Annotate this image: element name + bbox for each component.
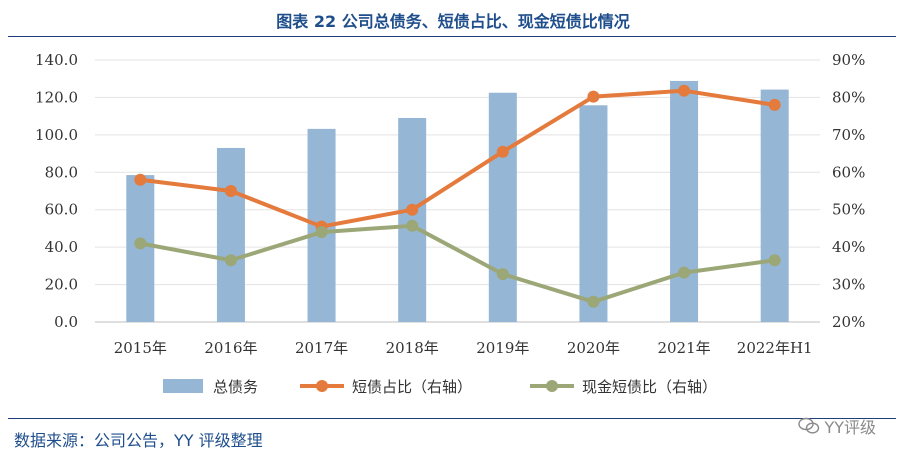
x-axis-tick-label: 2018年	[386, 339, 439, 357]
left-axis-tick-label: 60.0	[45, 201, 78, 219]
short-debt-ratio-point	[406, 203, 419, 216]
source-note: 数据来源：公司公告，YY 评级整理	[14, 431, 263, 450]
cash-short-debt-ratio-point	[587, 295, 600, 308]
line-series	[134, 84, 781, 308]
cash-short-debt-ratio-point	[768, 254, 781, 267]
left-axis-tick-label: 20.0	[45, 276, 78, 294]
footer-divider	[8, 418, 896, 419]
short-debt-ratio-point	[134, 173, 147, 186]
cash-short-debt-ratio-point	[134, 237, 147, 250]
cash-short-debt-ratio-point	[678, 266, 691, 279]
x-axis-tick-label: 2016年	[204, 339, 257, 357]
short-debt-ratio-point	[224, 185, 237, 197]
cash-short-debt-ratio-line	[139, 223, 775, 304]
short-debt-ratio-point	[496, 145, 509, 158]
short-debt-ratio-point	[768, 98, 781, 111]
left-axis-tick-label: 120.0	[35, 88, 78, 106]
right-axis-tick-label: 40%	[832, 238, 865, 256]
legend-label-short-debt-ratio: 短债占比（右轴）	[352, 378, 472, 396]
left-axis-tick-label: 0.0	[54, 313, 78, 331]
bar-series-total-debt	[126, 80, 789, 323]
right-axis-tick-label: 80%	[832, 88, 865, 106]
watermark: YY评级	[798, 414, 876, 438]
left-axis-tick-label: 100.0	[35, 126, 78, 144]
short-debt-ratio-point	[678, 84, 691, 97]
grid-lines	[95, 59, 820, 323]
x-axis-tick-label: 2017年	[295, 339, 348, 357]
cash-short-debt-ratio-point	[224, 254, 237, 267]
right-axis-tick-label: 30%	[832, 276, 865, 294]
short-debt-ratio-line	[140, 88, 775, 229]
right-axis-tick-label: 90%	[832, 51, 865, 69]
combo-chart: 0.0 20.0 40.0 60.0 80.0 100.0 120.0 140.0 20% 30%…	[35, 51, 865, 396]
cash-short-debt-ratio-point	[406, 219, 419, 232]
left-axis-tick-label: 80.0	[45, 163, 78, 181]
x-axis-tick-label: 2019年	[476, 339, 529, 357]
x-axis-tick-label: 2022年H1	[737, 339, 813, 357]
legend-label-total-debt: 总债务	[213, 378, 258, 396]
bar-total-debt	[488, 92, 517, 322]
legend-swatch-bar	[163, 379, 203, 393]
cash-short-debt-ratio-point	[315, 226, 328, 239]
x-axis-tick-label: 2020年	[567, 339, 620, 357]
legend: 总债务 短债占比（右轴） 现金短债比（右轴）	[163, 378, 717, 396]
short-debt-ratio-point	[587, 90, 600, 103]
right-axis-tick-label: 70%	[832, 126, 865, 144]
bar-total-debt	[670, 80, 699, 323]
legend-swatch-cash-ratio-marker	[546, 380, 558, 392]
wechat-icon	[798, 417, 820, 434]
left-axis-tick-label: 40.0	[45, 238, 78, 256]
bar-total-debt	[579, 105, 608, 322]
bar-total-debt	[216, 147, 245, 322]
legend-label-cash-short-debt-ratio: 现金短债比（右轴）	[582, 378, 717, 396]
axes: 0.0 20.0 40.0 60.0 80.0 100.0 120.0 140.0 20% 30%…	[35, 51, 865, 357]
right-axis-tick-label: 20%	[832, 313, 865, 331]
watermark-text: YY评级	[824, 418, 876, 437]
x-axis-tick-label: 2015年	[114, 339, 167, 357]
bar-total-debt	[760, 89, 789, 322]
title-divider	[8, 36, 896, 37]
chart-title: 图表 22 公司总债务、短债占比、现金短债比情况	[276, 12, 630, 31]
legend-swatch-short-debt-marker	[316, 380, 328, 392]
cash-short-debt-ratio-point	[496, 268, 509, 281]
x-axis-tick-label: 2021年	[657, 339, 710, 357]
right-axis-tick-label: 60%	[832, 163, 865, 181]
left-axis-tick-label: 140.0	[35, 51, 78, 69]
right-axis-tick-label: 50%	[832, 201, 865, 219]
